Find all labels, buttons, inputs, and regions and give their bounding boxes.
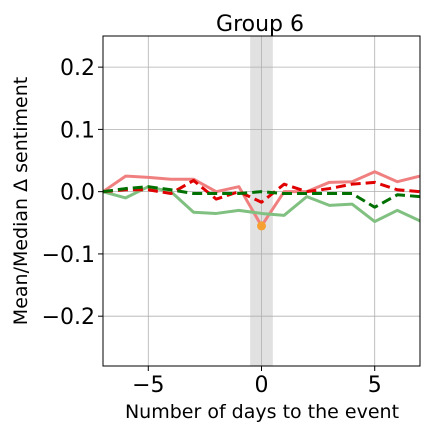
x-tick-label: −5	[132, 373, 164, 398]
y-tick-label: 0.1	[60, 118, 95, 143]
y-tick-label: 0.2	[60, 56, 95, 81]
chart-title: Group 6	[216, 12, 304, 37]
series-line-3	[103, 178, 420, 204]
x-tick-label: 0	[255, 373, 269, 398]
y-tick-label: −0.1	[42, 243, 95, 268]
series-line-4	[103, 185, 420, 209]
y-tick-label: −0.2	[42, 305, 95, 330]
y-tick-label: 0.0	[60, 181, 95, 206]
x-tick-label: 5	[368, 373, 382, 398]
y-axis-label: Mean/Median Δ sentiment	[10, 77, 32, 325]
x-tick-layer: −5 0 5	[132, 366, 382, 398]
y-tick-layer: −0.2 −0.1 0.0 0.1 0.2	[42, 56, 103, 330]
x-axis-label: Number of days to the event	[125, 401, 399, 423]
event-point	[257, 221, 266, 231]
event-point-layer	[257, 221, 266, 231]
